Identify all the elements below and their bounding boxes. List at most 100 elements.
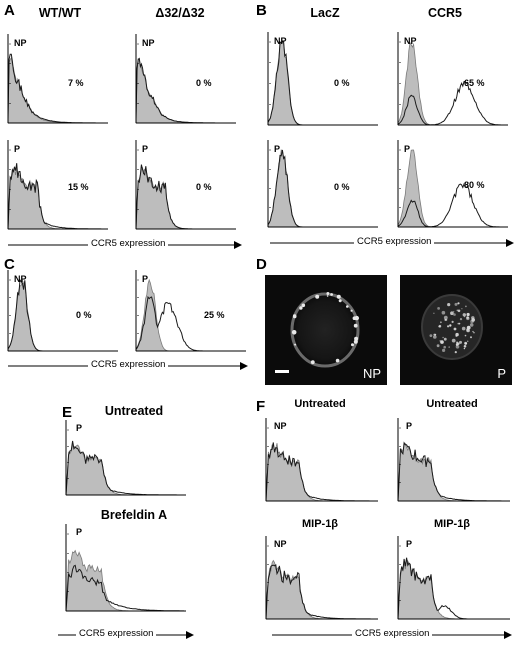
histogram-tag: NP (142, 38, 155, 48)
x-axis-label: CCR5 expression (88, 238, 169, 249)
histogram-e-brefeldin: P (65, 524, 186, 614)
panel-f-title-untreated-np: Untreated (294, 398, 346, 410)
fluorescent-spot (336, 294, 341, 299)
fluorescent-spot (346, 305, 349, 308)
fluorescent-spot (433, 333, 436, 336)
histogram-tag: P (274, 144, 281, 154)
filled-histogram (397, 149, 506, 228)
fluorescent-spot (466, 316, 470, 321)
cell-image-np (275, 292, 360, 373)
histogram-percent: 25 % (204, 310, 225, 320)
panel-a-title-delta32: Δ32/Δ32 (155, 6, 205, 20)
histogram-tag: NP (274, 36, 287, 46)
filled-histogram (265, 443, 376, 502)
x-axis-label: CCR5 expression (76, 628, 157, 639)
fluorescent-spot (299, 306, 303, 310)
filled-histogram (265, 559, 376, 620)
fluorescent-spot (429, 334, 433, 337)
filled-histogram (135, 58, 234, 124)
fluorescent-spot (443, 345, 446, 349)
fluorescent-spot (461, 326, 466, 331)
histogram-b-lacz-np: NP 0 % (267, 32, 378, 128)
x-axis-label: CCR5 expression (354, 236, 435, 247)
fluorescent-spot (353, 323, 358, 328)
fluorescent-spot (291, 330, 297, 335)
fluorescent-spot (292, 314, 297, 318)
fluorescent-spot (433, 335, 437, 339)
histogram-tag: P (406, 539, 413, 549)
fluorescent-spot (335, 358, 340, 363)
x-axis-arrow-a: CCR5 expression (8, 238, 242, 252)
fluorescent-spot (453, 313, 456, 316)
filled-histogram (7, 56, 106, 124)
fluorescent-spot (448, 346, 450, 348)
panel-a-title-wt: WT/WT (38, 6, 82, 20)
histogram-a-wt-p: P 15 % (7, 140, 108, 232)
fluorescent-spot (437, 307, 440, 310)
histogram-percent: 0 % (334, 182, 350, 192)
fluorescent-spot (459, 318, 463, 321)
histogram-c-np: NP 0 % (7, 270, 118, 354)
fluorescent-spot (440, 321, 442, 324)
fluorescent-spot (326, 295, 329, 297)
filled-histogram (135, 166, 234, 230)
histogram-percent: 0 % (76, 310, 92, 320)
cell-image-p (421, 294, 483, 360)
x-axis-arrow-e: CCR5 expression (58, 628, 194, 642)
histogram-tag: NP (274, 539, 287, 549)
fluorescent-spot (353, 339, 358, 344)
histogram-f-untreated-np: NP (265, 418, 378, 504)
histogram-tag: P (142, 274, 149, 284)
panel-e-title-untreated: Untreated (104, 404, 164, 418)
histogram-b-lacz-p: P 0 % (267, 140, 378, 230)
fluorescent-spot (301, 303, 306, 308)
fluorescent-spot (433, 312, 435, 314)
fluorescent-spot (326, 292, 330, 295)
panel-label-d: D (256, 256, 267, 273)
fluorescent-spot (351, 343, 354, 347)
fluorescent-spot (443, 315, 448, 320)
fluorescent-spot (310, 360, 315, 365)
fluorescent-spot (463, 345, 467, 348)
fluorescent-spot (456, 342, 460, 346)
x-axis-arrow-c: CCR5 expression (8, 359, 248, 373)
panel-f-title-mip-p: MIP-1β (433, 518, 471, 530)
histogram-tag: P (76, 423, 83, 433)
fluorescent-spot (466, 312, 470, 317)
fluorescent-spot (447, 303, 451, 307)
fluorescent-spot (450, 311, 454, 315)
fluorescent-spot (469, 323, 474, 327)
fluorescent-spot (436, 344, 440, 348)
histogram-tag: P (404, 144, 411, 154)
fluorescent-spot (330, 293, 333, 296)
fluorescent-spot (455, 334, 458, 337)
fluorescent-spot (451, 338, 456, 343)
histogram-tag: NP (14, 274, 27, 284)
histogram-percent: 65 % (464, 78, 485, 88)
fluorescent-spot (461, 308, 463, 310)
panel-b-title-lacz: LacZ (310, 6, 340, 20)
fluorescent-spot (470, 336, 472, 339)
fluorescent-spot (315, 294, 320, 299)
histogram-tag: NP (14, 38, 27, 48)
histogram-b-ccr5-p: P 80 % (397, 140, 508, 230)
panel-label-e: E (62, 404, 73, 421)
histogram-tag: P (14, 144, 21, 154)
fluorescent-spot (456, 309, 459, 312)
fluorescent-spot (352, 316, 357, 320)
fluorescent-spot (447, 325, 450, 328)
histogram-e-untreated: P (65, 420, 186, 498)
histogram-tag: NP (274, 421, 287, 431)
filled-histogram (7, 167, 106, 230)
fluorescent-spot (294, 343, 297, 346)
panel-f-title-mip-np: MIP-1β (301, 518, 339, 530)
x-axis-arrow-f: CCR5 expression (272, 628, 512, 642)
filled-histogram (65, 549, 184, 612)
panel-label-b: B (256, 2, 267, 19)
fluorescent-spot (464, 342, 468, 345)
histogram-f-untreated-p: P (397, 418, 510, 504)
fluorescent-spot (473, 332, 475, 334)
fluorescent-spot (453, 327, 457, 331)
open-histogram (397, 182, 506, 228)
fluorescent-spot (454, 351, 457, 354)
